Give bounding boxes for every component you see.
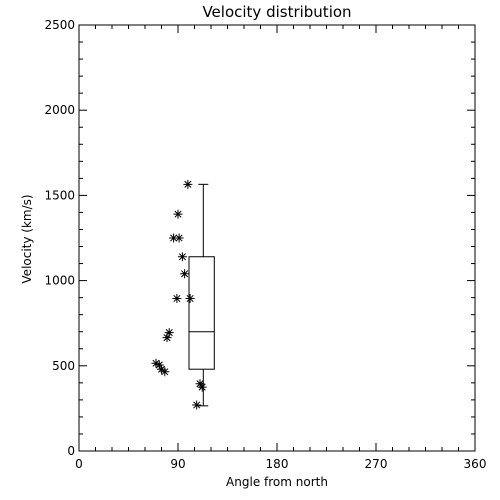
box-iqr — [188, 256, 215, 370]
data-point-asterisk — [195, 379, 205, 389]
data-point-asterisk — [180, 269, 190, 279]
y-tick-label: 1500 — [44, 188, 75, 202]
y-axis-label: Velocity (km/s) — [20, 194, 34, 283]
y-tick-label: 2000 — [44, 103, 75, 117]
data-point-asterisk — [192, 400, 202, 410]
data-point-asterisk — [164, 328, 174, 338]
data-point-asterisk — [174, 233, 184, 243]
y-tick-label: 500 — [52, 359, 75, 373]
x-tick-label: 360 — [464, 457, 487, 471]
data-point-asterisk — [172, 293, 182, 303]
data-point-asterisk — [160, 367, 170, 377]
data-point-asterisk — [162, 333, 172, 343]
x-axis-label: Angle from north — [226, 475, 328, 489]
data-point-asterisk — [183, 179, 193, 189]
data-point-asterisk — [177, 252, 187, 262]
x-tick-label: 180 — [266, 457, 289, 471]
data-point-asterisk — [151, 358, 161, 368]
data-point-asterisk — [173, 209, 183, 219]
plot-area: 0 90 180 270 360 0 500 1000 1500 2000 2500 — [44, 18, 486, 471]
chart-title: Velocity distribution — [202, 3, 351, 21]
y-tick-label: 1000 — [44, 274, 75, 288]
data-point-asterisk — [169, 233, 179, 243]
data-point-asterisk — [157, 364, 166, 374]
plot-frame — [78, 24, 476, 452]
y-tick-label: 0 — [67, 444, 75, 458]
data-point-asterisk — [197, 382, 207, 392]
data-point-asterisk — [154, 360, 164, 370]
x-tick-label: 0 — [75, 457, 83, 471]
x-tick-label: 270 — [365, 457, 388, 471]
y-tick-label: 2500 — [44, 18, 75, 32]
data-point-asterisk — [185, 293, 195, 303]
x-tick-label: 90 — [170, 457, 185, 471]
